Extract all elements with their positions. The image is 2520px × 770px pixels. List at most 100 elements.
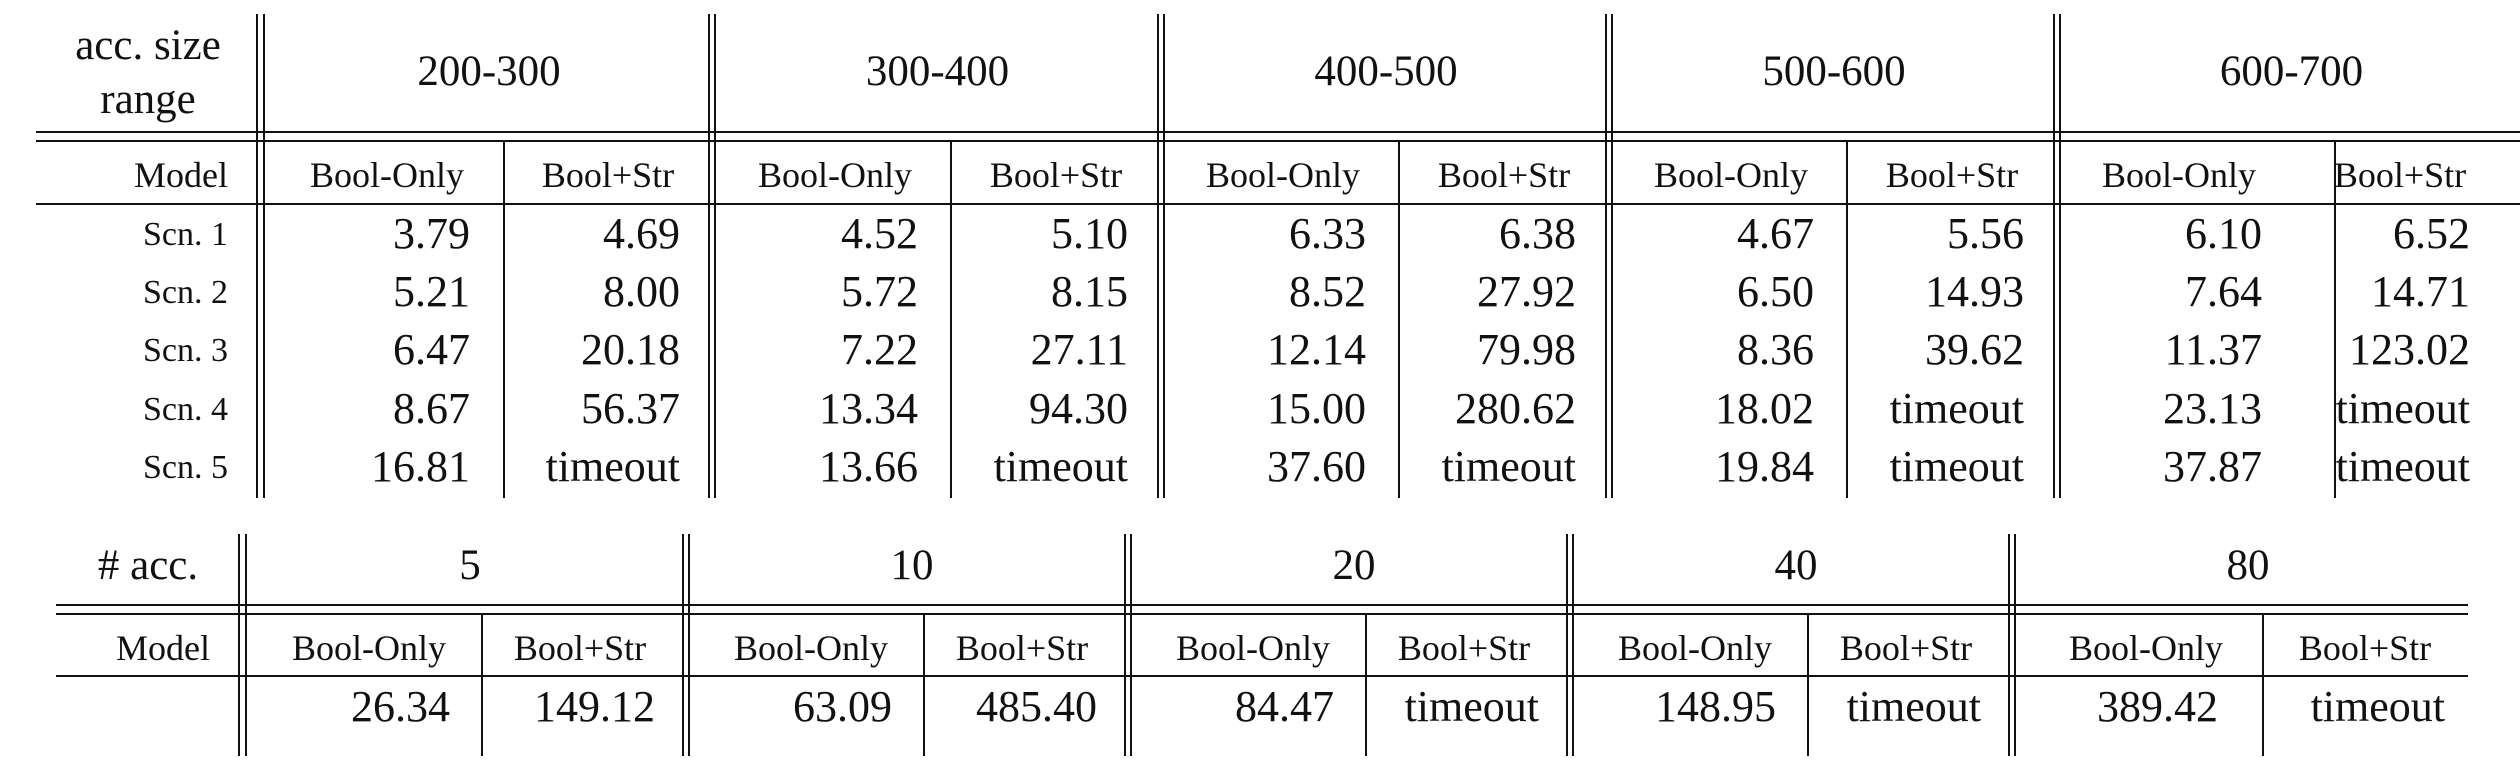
table-cell: 8.36 (1737, 325, 1814, 374)
sub-column-divider (923, 613, 925, 756)
size-range-header: 200-300 (417, 48, 561, 95)
table-cell: 23.13 (2163, 384, 2262, 433)
group-divider (1605, 14, 1607, 498)
table-cell: 13.34 (819, 384, 918, 433)
group-divider (688, 534, 690, 756)
table-cell: 389.42 (2097, 682, 2218, 731)
table-cell: 5.21 (393, 267, 470, 316)
sub-column-divider (2334, 140, 2336, 498)
bool-str-header: Bool+Str (989, 155, 1123, 195)
scenario-label: Scn. 2 (143, 274, 228, 311)
bool-str-header: Bool+Str (955, 628, 1089, 668)
table-cell: timeout (1441, 442, 1576, 491)
table-cell: 7.22 (841, 325, 918, 374)
bool-only-header: Bool-Only (2101, 155, 2257, 195)
table-cell: 280.62 (1455, 384, 1576, 433)
scenario-label: Scn. 4 (143, 391, 228, 428)
table-cell: 37.87 (2163, 442, 2262, 491)
table-cell: 7.64 (2185, 267, 2262, 316)
table-cell: timeout (1889, 442, 2024, 491)
table-cell: 8.15 (1051, 267, 1128, 316)
sub-column-divider (1365, 613, 1367, 756)
table-cell: 84.47 (1235, 682, 1334, 731)
group-divider (245, 534, 247, 756)
sub-column-divider (481, 613, 483, 756)
table-cell: 6.52 (2393, 209, 2470, 258)
table-cell: 8.52 (1289, 267, 1366, 316)
table-cell: timeout (1846, 682, 1981, 731)
group-divider (2008, 534, 2010, 756)
bool-str-header: Bool+Str (2298, 628, 2432, 668)
table-cell: 6.47 (393, 325, 470, 374)
table-cell: 18.02 (1715, 384, 1814, 433)
group-divider (1130, 534, 1132, 756)
table-cell: timeout (2310, 682, 2445, 731)
bool-str-header: Bool+Str (1397, 628, 1531, 668)
corner-label-line2: range (100, 76, 196, 123)
table-cell: 4.69 (603, 209, 680, 258)
header-rule (56, 613, 2468, 615)
table-cell: 485.40 (976, 682, 1097, 731)
scenario-label: Scn. 3 (143, 332, 228, 369)
bool-only-header: Bool-Only (733, 628, 889, 668)
table-cell: 123.02 (2349, 325, 2470, 374)
table-cell: 148.95 (1655, 682, 1776, 731)
accumulated-size-table: acc. size range 200-300 300-400 400-500 500-6… (36, 14, 2520, 498)
bool-only-header: Bool-Only (1205, 155, 1361, 195)
table-cell: timeout (1889, 384, 2024, 433)
table-cell: timeout (545, 442, 680, 491)
size-range-header: 500-600 (1762, 48, 1906, 95)
table-cell: 8.00 (603, 267, 680, 316)
table-cell: 6.38 (1499, 209, 1576, 258)
table-cell: 27.11 (1030, 325, 1128, 374)
group-divider (238, 534, 240, 756)
group-divider (263, 14, 265, 498)
table-cell: 16.81 (371, 442, 470, 491)
bool-only-header: Bool-Only (2068, 628, 2224, 668)
group-divider (1572, 534, 1574, 756)
sub-column-divider (950, 140, 952, 498)
table-cell: 94.30 (1029, 384, 1128, 433)
bool-str-header: Bool+Str (1839, 628, 1973, 668)
table-cell: 79.98 (1477, 325, 1576, 374)
sub-column-divider (1398, 140, 1400, 498)
corner-label-line1: acc. size (75, 22, 221, 69)
table-cell: 19.84 (1715, 442, 1814, 491)
model-label: Model (134, 155, 228, 195)
sub-column-divider (2262, 613, 2264, 756)
table-cell: 4.52 (841, 209, 918, 258)
size-range-header: 400-500 (1314, 48, 1458, 95)
bool-str-header: Bool+Str (1437, 155, 1571, 195)
table-cell: 6.33 (1289, 209, 1366, 258)
table-cell: 12.14 (1267, 325, 1366, 374)
bool-only-header: Bool-Only (309, 155, 465, 195)
table-cell: 5.56 (1947, 209, 2024, 258)
bool-str-header: Bool+Str (2333, 155, 2467, 195)
header-rule (56, 604, 2468, 606)
table-cell: 11.37 (2164, 325, 2262, 374)
bool-str-header: Bool+Str (541, 155, 675, 195)
table-cell: 6.10 (2185, 209, 2262, 258)
model-rule (36, 203, 2520, 205)
group-divider (708, 14, 710, 498)
table-cell: 15.00 (1267, 384, 1366, 433)
table-cell: 14.93 (1925, 267, 2024, 316)
group-divider (714, 14, 716, 498)
group-divider (1124, 534, 1126, 756)
bool-str-header: Bool+Str (513, 628, 647, 668)
table-cell: timeout (993, 442, 1128, 491)
group-divider (2053, 14, 2055, 498)
table-cell: 13.66 (819, 442, 918, 491)
bool-only-header: Bool-Only (291, 628, 447, 668)
account-count-table: # acc. 5 10 20 40 80 Model Bool-Only Bool+Str Boo… (0, 520, 2520, 770)
table-cell: 26.34 (351, 682, 450, 731)
group-divider (256, 14, 258, 498)
size-range-header: 300-400 (865, 48, 1010, 95)
table-cell: 56.37 (581, 384, 680, 433)
bool-str-header: Bool+Str (1885, 155, 2019, 195)
scenario-label: Scn. 1 (143, 216, 228, 253)
sub-column-divider (503, 140, 505, 498)
group-divider (2059, 14, 2061, 498)
sub-column-divider (1846, 140, 1848, 498)
table-cell: 14.71 (2371, 267, 2470, 316)
